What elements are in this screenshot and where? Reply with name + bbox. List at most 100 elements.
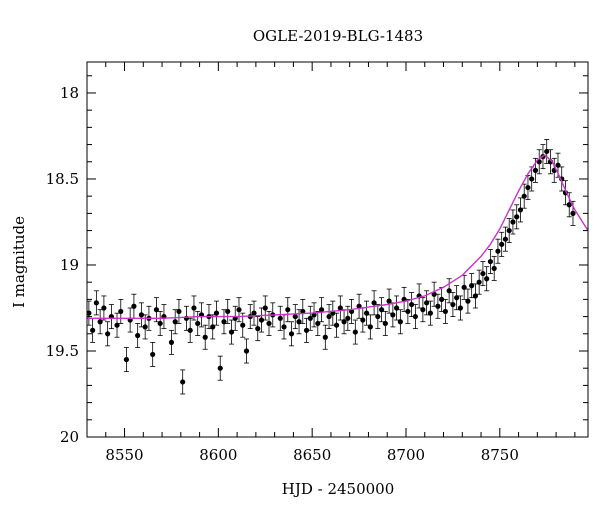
data-point <box>394 305 400 311</box>
data-point <box>424 300 430 306</box>
data-point <box>228 329 235 335</box>
data-point <box>240 322 246 328</box>
data-point <box>187 327 193 333</box>
data-point <box>105 331 111 337</box>
data-point <box>135 332 141 339</box>
y-tick-label: 18.5 <box>46 170 79 188</box>
data-point <box>266 320 272 327</box>
data-point <box>157 320 163 327</box>
data-point <box>570 210 576 216</box>
data-point <box>345 315 351 321</box>
data-point <box>318 307 325 313</box>
data-point <box>285 307 291 313</box>
plot-content <box>87 139 588 395</box>
data-point <box>442 308 448 315</box>
data-point <box>480 270 486 277</box>
data-point <box>454 295 460 301</box>
data-point <box>138 312 145 318</box>
data-point <box>472 293 479 299</box>
y-axis-label: I magnitude <box>10 216 28 308</box>
x-tick-label: 8550 <box>105 446 143 464</box>
data-point <box>307 315 313 321</box>
data-point <box>371 300 377 306</box>
data-point <box>341 319 347 325</box>
chart-title: OGLE-2019-BLG-1483 <box>253 27 423 45</box>
data-point <box>386 298 392 304</box>
data-point <box>378 307 385 313</box>
data-point <box>195 320 201 327</box>
data-point <box>495 248 501 254</box>
data-point <box>202 334 208 340</box>
data-point <box>101 305 107 311</box>
data-point <box>506 227 512 234</box>
x-tick-label: 8750 <box>481 446 519 464</box>
x-axis-label: HJD - 2450000 <box>282 480 395 498</box>
model-curve <box>87 154 588 319</box>
axes: 8550 8600 8650 8700 8750 18 18.5 19 19.5 20 <box>46 61 589 464</box>
data-point <box>277 315 283 321</box>
data-point <box>521 193 527 199</box>
data-point <box>251 310 257 316</box>
data-point <box>118 308 124 315</box>
y-tick-label: 20 <box>60 428 79 446</box>
data-point <box>315 320 321 327</box>
y-tick-label: 19.5 <box>46 342 79 360</box>
data-point <box>123 356 130 363</box>
data-point <box>180 379 186 385</box>
data-point <box>367 324 373 330</box>
data-point <box>469 283 475 289</box>
data-point <box>172 319 178 325</box>
data-point <box>258 317 265 323</box>
data-point <box>150 351 156 358</box>
data-point <box>397 319 403 325</box>
plot-area <box>87 139 588 395</box>
data-point <box>296 319 302 325</box>
data-point <box>217 365 223 371</box>
data-point <box>326 313 332 320</box>
data-point <box>213 310 220 316</box>
data-point <box>142 324 148 330</box>
data-point <box>153 307 160 313</box>
data-point <box>243 348 250 354</box>
data-point <box>303 327 310 333</box>
data-points <box>87 139 576 395</box>
data-point <box>131 303 137 309</box>
x-tick-label: 8650 <box>293 446 331 464</box>
data-point <box>412 313 418 320</box>
data-point <box>461 284 467 290</box>
data-point <box>210 324 216 330</box>
data-point <box>322 334 328 340</box>
data-point <box>262 305 268 311</box>
data-point <box>87 310 92 316</box>
data-point <box>114 322 120 328</box>
data-point <box>484 276 490 282</box>
data-point <box>97 319 103 325</box>
data-point <box>532 167 539 173</box>
data-point <box>502 236 509 242</box>
data-point <box>375 313 381 320</box>
data-point <box>446 288 452 294</box>
data-point <box>300 308 306 315</box>
data-point <box>360 317 366 323</box>
data-point <box>281 324 287 330</box>
data-point <box>333 322 340 328</box>
data-point <box>221 319 227 325</box>
data-point <box>405 308 411 315</box>
data-point <box>288 331 295 337</box>
data-point <box>491 265 497 272</box>
data-point <box>409 301 415 308</box>
data-point <box>476 279 482 285</box>
data-point <box>363 310 370 316</box>
y-tick-label: 18 <box>60 84 79 102</box>
data-point <box>292 313 298 320</box>
data-point <box>255 326 261 332</box>
data-point <box>439 296 445 302</box>
data-point <box>191 305 197 311</box>
data-point <box>420 307 426 313</box>
data-point <box>90 327 96 333</box>
data-point <box>435 303 441 309</box>
data-point <box>225 308 231 315</box>
data-point <box>510 219 516 225</box>
plot-frame <box>86 61 589 438</box>
